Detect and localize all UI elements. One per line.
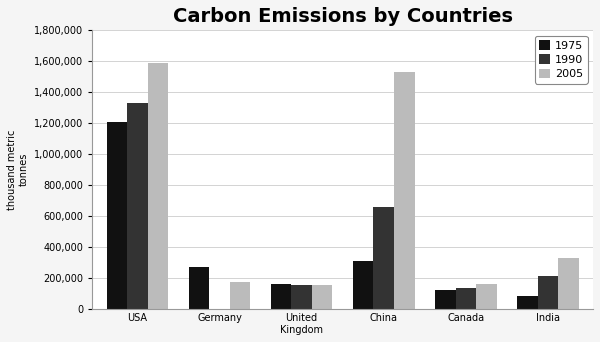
Bar (312, 286, 332, 308)
Bar (373, 207, 394, 308)
Bar (271, 284, 292, 308)
Bar (455, 289, 476, 308)
Bar (189, 267, 209, 308)
Bar (517, 296, 538, 308)
Bar (538, 276, 558, 308)
Title: Carbon Emissions by Countries: Carbon Emissions by Countries (173, 7, 513, 26)
Bar (292, 285, 312, 308)
Legend: 1975, 1990, 2005: 1975, 1990, 2005 (535, 36, 587, 84)
Bar (148, 63, 169, 308)
Bar (353, 261, 373, 308)
Bar (230, 281, 250, 308)
Bar (107, 121, 127, 308)
Bar (476, 284, 497, 308)
Y-axis label: thousand metric
tonnes: thousand metric tonnes (7, 129, 29, 210)
Bar (435, 290, 455, 308)
Bar (394, 72, 415, 308)
Bar (558, 258, 578, 308)
Bar (127, 103, 148, 308)
